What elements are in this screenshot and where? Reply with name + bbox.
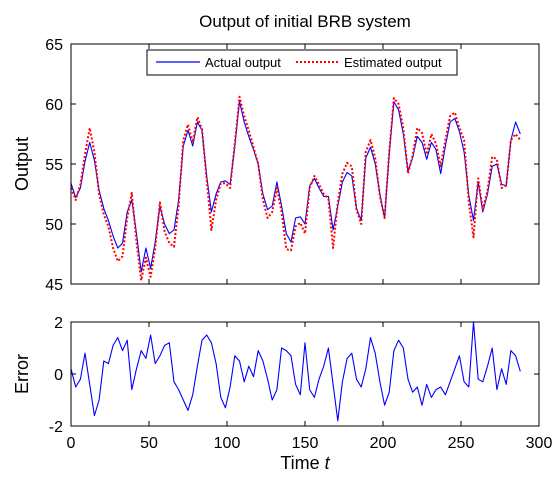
x-tick-label: 100	[214, 435, 241, 452]
x-tick-label: 50	[140, 435, 158, 452]
x-tick-label: 250	[448, 435, 475, 452]
y-tick-label: 55	[45, 157, 63, 174]
x-tick-label: 150	[292, 435, 319, 452]
output-plot-frame	[70, 43, 540, 285]
output-axis-label: Output	[12, 137, 32, 191]
error-series	[70, 321, 521, 422]
chart-title: Output of initial BRB system	[199, 12, 411, 31]
y-tick-label: 0	[54, 367, 63, 384]
y-tick-label: 60	[45, 97, 63, 114]
y-tick-label: 50	[45, 217, 63, 234]
x-axis-label-variable: t	[325, 453, 331, 473]
actual-output-line	[70, 101, 521, 273]
x-tick-label: 200	[370, 435, 397, 452]
output-plot: Output of initial BRB system Output 45 50…	[12, 12, 540, 294]
output-series	[70, 95, 522, 282]
y-tick-label: -2	[49, 419, 63, 436]
output-ticks: 45 50 55 60 65	[45, 37, 540, 294]
legend-label-estimated: Estimated output	[344, 55, 442, 70]
estimated-output-line	[70, 95, 522, 282]
x-tick-label: 0	[67, 435, 76, 452]
error-plot: Error 0 50 100 150 200 250 300-202 Time t	[12, 315, 552, 473]
error-ticks: 0 50 100 150 200 250 300-202	[49, 315, 552, 452]
x-tick-label: 300	[526, 435, 552, 452]
x-axis-label-text: Time	[280, 453, 324, 473]
legend-label-actual: Actual output	[205, 55, 281, 70]
legend: Actual output Estimated output	[146, 49, 458, 76]
y-tick-label: 2	[54, 315, 63, 332]
error-line	[70, 321, 521, 422]
y-tick-label: 65	[45, 37, 63, 54]
x-axis-label: Time t	[280, 453, 330, 473]
y-tick-label: 45	[45, 277, 63, 294]
error-plot-frame	[70, 321, 540, 427]
error-axis-label: Error	[12, 354, 32, 394]
